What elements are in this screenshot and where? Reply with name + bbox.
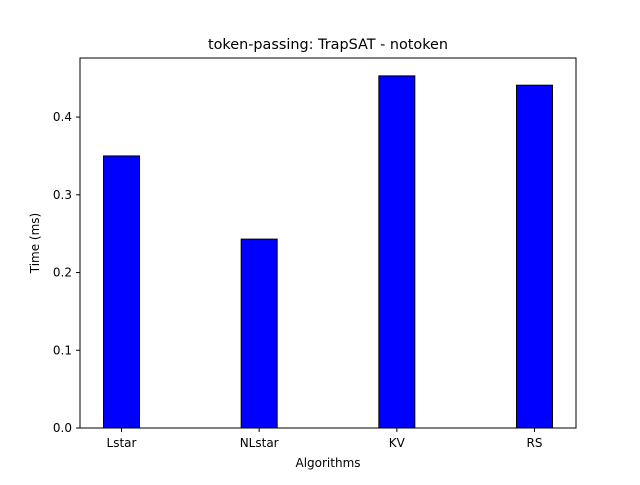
y-tick-label: 0.0	[53, 421, 72, 435]
x-tick-label: Lstar	[107, 436, 137, 450]
y-tick-label: 0.4	[53, 110, 72, 124]
y-tick-label: 0.3	[53, 188, 72, 202]
bar-rs	[516, 84, 553, 429]
y-axis-label: Time (ms)	[28, 213, 42, 275]
x-tick-label: KV	[389, 436, 406, 450]
x-tick-label: NLstar	[240, 436, 279, 450]
x-axis-ticks: Lstar NLstar KV RS	[107, 428, 543, 450]
bar-kv	[378, 75, 416, 429]
x-axis-label: Algorithms	[295, 456, 360, 470]
bar-nlstar	[240, 238, 278, 429]
bar-lstar	[103, 155, 140, 429]
y-axis-ticks: 0.0 0.1 0.2 0.3 0.4	[53, 110, 80, 435]
y-tick-label: 0.2	[53, 266, 72, 280]
x-tick-label: RS	[527, 436, 543, 450]
bars-group	[103, 75, 553, 429]
chart-title: token-passing: TrapSAT - notoken	[208, 37, 448, 53]
plot-area-frame	[79, 57, 577, 429]
y-tick-label: 0.1	[53, 343, 72, 357]
